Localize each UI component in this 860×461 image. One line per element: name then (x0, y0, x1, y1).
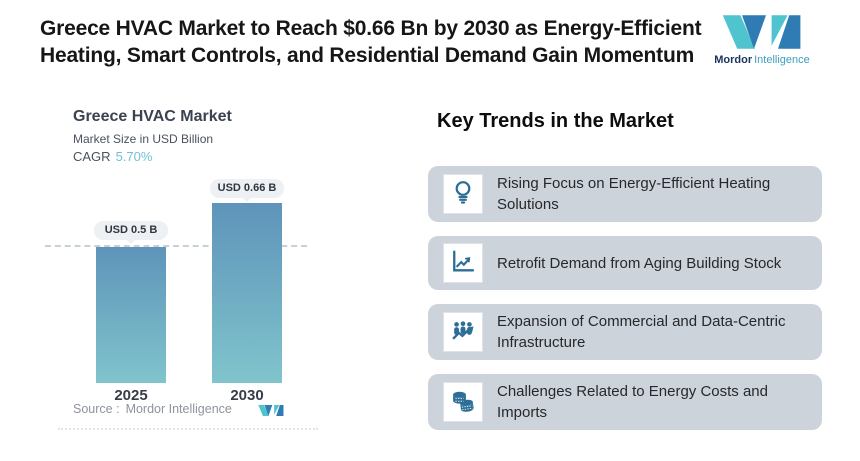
page-title-line2: Heating, Smart Controls, and Residential… (40, 43, 695, 67)
cagr-value: 5.70% (115, 149, 153, 164)
trend-label: Rising Focus on Energy-Efficient Heating… (497, 175, 771, 213)
mordor-logo-mini-icon (258, 404, 284, 422)
line-chart-icon (449, 247, 477, 280)
chart-title: Greece HVAC Market (73, 108, 232, 125)
trend-label: Retrofit Demand from Aging Building Stoc… (497, 254, 782, 272)
trend-card: Rising Focus on Energy-Efficient Heating… (428, 166, 822, 222)
trend-icon-box (443, 312, 483, 352)
chart-cagr: CAGR 5.70% (73, 149, 152, 164)
trend-card: Challenges Related to Energy Costs and I… (428, 374, 822, 430)
page-title: Greece HVAC Market to Reach $0.66 Bn by … (40, 16, 720, 69)
trend-card: Retrofit Demand from Aging Building Stoc… (428, 236, 822, 290)
bar-2030 (212, 203, 282, 383)
source-value: Mordor Intelligence (125, 402, 232, 416)
coins-icon (449, 386, 477, 419)
chart-panel-bottom-border (58, 428, 318, 430)
bar-2025 (96, 247, 166, 383)
trend-icon-box (443, 174, 483, 214)
trend-icon-box (443, 243, 483, 283)
trend-icon-box (443, 382, 483, 422)
brand-logo: Mordor Intelligence (710, 12, 814, 66)
chart-source: Source : Mordor Intelligence (73, 402, 232, 416)
brand-name-bold: Mordor (714, 54, 753, 66)
brand-wordmark: Mordor Intelligence (710, 54, 814, 66)
trend-label: Expansion of Commercial and Data-Centric… (497, 313, 786, 351)
people-growth-icon (449, 316, 477, 349)
page-title-line1: Greece HVAC Market to Reach $0.66 Bn by … (40, 17, 702, 40)
axis-label-2025: 2025 (114, 387, 148, 404)
market-chart-panel: Greece HVAC Market Market Size in USD Bi… (40, 100, 410, 430)
source-label: Source : (73, 402, 120, 416)
bar-value-label-2025: USD 0.5 B (94, 221, 168, 244)
reference-dashed-line (45, 245, 307, 247)
chart-subtitle: Market Size in USD Billion (73, 132, 214, 146)
mordor-logo-icon (710, 12, 814, 52)
trend-label: Challenges Related to Energy Costs and I… (497, 383, 768, 421)
lightbulb-icon (449, 178, 477, 211)
trends-heading: Key Trends in the Market (437, 110, 674, 132)
trend-card: Expansion of Commercial and Data-Centric… (428, 304, 822, 360)
bar-value-label-2030: USD 0.66 B (210, 179, 284, 202)
brand-name-light: Intelligence (754, 54, 810, 66)
cagr-label: CAGR (73, 149, 111, 164)
axis-label-2030: 2030 (230, 387, 264, 404)
